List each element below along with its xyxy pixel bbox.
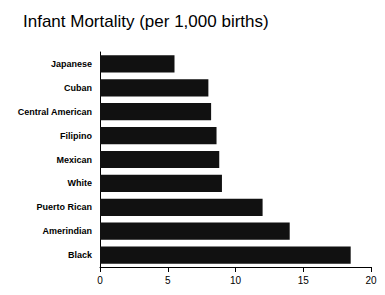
svg-text:White: White — [68, 178, 93, 188]
svg-text:Filipino: Filipino — [60, 131, 92, 141]
svg-text:Amerindian: Amerindian — [42, 226, 92, 236]
svg-text:Mexican: Mexican — [56, 155, 92, 165]
svg-text:20: 20 — [365, 275, 377, 286]
svg-text:5: 5 — [165, 275, 171, 286]
svg-text:Black: Black — [68, 250, 93, 260]
svg-text:15: 15 — [298, 275, 310, 286]
svg-text:0: 0 — [97, 275, 103, 286]
svg-text:Cuban: Cuban — [64, 83, 92, 93]
svg-text:10: 10 — [230, 275, 242, 286]
svg-text:Puerto Rican: Puerto Rican — [36, 202, 92, 212]
svg-text:Infant Mortality (per 1,000 bi: Infant Mortality (per 1,000 births) — [23, 12, 269, 31]
svg-text:Central American: Central American — [18, 107, 92, 117]
svg-text:Japanese: Japanese — [51, 59, 92, 69]
